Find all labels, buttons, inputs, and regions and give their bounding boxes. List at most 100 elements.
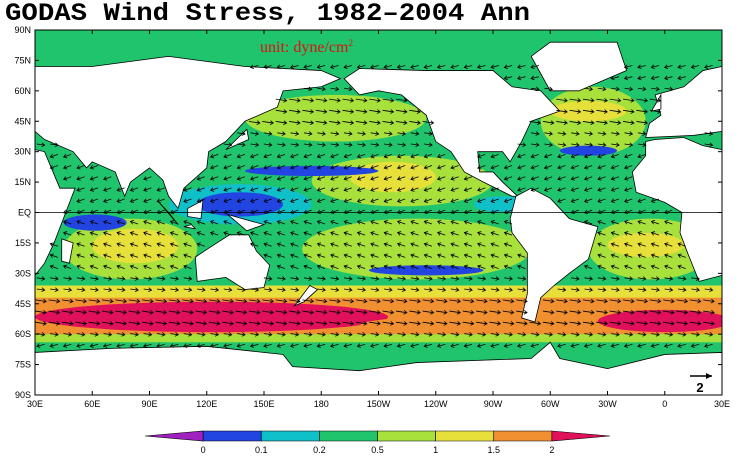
- wind-arrow: [116, 332, 126, 337]
- wind-arrow: [609, 321, 622, 326]
- wind-arrow: [156, 231, 165, 236]
- wind-arrow: [450, 176, 459, 181]
- wind-arrow: [637, 264, 646, 270]
- wind-arrow: [343, 220, 352, 225]
- wind-arrow: [143, 287, 153, 293]
- wind-arrow: [622, 298, 635, 304]
- wind-arrow: [262, 120, 274, 125]
- wind-arrow: [250, 198, 259, 203]
- wind-arrow: [195, 321, 208, 326]
- land: [61, 238, 74, 264]
- wind-arrow: [624, 276, 634, 281]
- wind-arrow: [290, 253, 299, 258]
- wind-arrow: [383, 176, 392, 181]
- wind-arrow: [330, 153, 339, 159]
- wind-arrow: [116, 187, 125, 192]
- wind-arrow: [89, 231, 99, 236]
- wind-arrow: [316, 187, 326, 192]
- wind-arrow: [490, 198, 499, 203]
- wind-arrow: [343, 332, 353, 337]
- lon-label: 30E: [714, 399, 730, 409]
- wind-arrow: [663, 298, 675, 304]
- wind-arrow: [302, 309, 315, 315]
- wind-arrow: [543, 187, 553, 192]
- wind-arrow: [370, 343, 379, 348]
- wind-arrow: [369, 98, 381, 103]
- wind-arrow: [116, 231, 125, 236]
- wind-arrow: [289, 120, 301, 125]
- wind-arrow: [569, 321, 582, 326]
- wind-arrow: [503, 198, 513, 203]
- wind-arrow: [450, 165, 459, 170]
- wind-arrow: [116, 198, 125, 203]
- wind-arrow: [597, 242, 606, 247]
- wind-arrow: [396, 220, 406, 225]
- wind-arrow: [597, 287, 607, 293]
- wind-arrow: [503, 176, 513, 181]
- wind-arrow: [370, 131, 380, 136]
- wind-arrow: [237, 142, 246, 148]
- wind-arrow: [370, 64, 379, 70]
- wind-arrow: [543, 176, 553, 181]
- wind-arrow: [183, 253, 192, 258]
- wind-arrow: [370, 276, 380, 281]
- wind-arrow: [424, 287, 433, 293]
- wind-arrow: [115, 309, 128, 315]
- wind-arrow: [597, 187, 606, 192]
- wind-arrow: [290, 176, 299, 181]
- wind-arrow: [302, 120, 315, 125]
- wind-arrow: [517, 343, 526, 348]
- wind-arrow: [597, 131, 607, 136]
- lon-label: 90E: [141, 399, 157, 409]
- wind-arrow: [330, 332, 340, 337]
- wind-arrow: [330, 198, 339, 203]
- wind-arrow: [289, 98, 301, 103]
- wind-arrow: [330, 64, 339, 70]
- wind-arrow: [49, 153, 58, 159]
- wind-arrow: [677, 75, 686, 81]
- wind-arrow: [50, 287, 59, 293]
- wind-arrow: [48, 309, 61, 315]
- wind-arrow: [410, 287, 420, 293]
- wind-arrow: [435, 298, 448, 304]
- reference-label: 2: [696, 380, 703, 395]
- wind-arrow: [624, 131, 634, 136]
- wind-arrow: [436, 64, 446, 70]
- wind-arrow: [677, 332, 687, 337]
- wind-arrow: [517, 153, 526, 159]
- wind-arrow: [664, 276, 674, 281]
- wind-arrow: [503, 64, 513, 70]
- wind-arrow: [277, 287, 286, 293]
- wind-arrow: [622, 98, 635, 103]
- wind-arrow: [382, 98, 395, 103]
- wind-arrow: [370, 242, 379, 247]
- colorbar-segment: [435, 430, 495, 442]
- wind-arrow: [583, 264, 593, 270]
- wind-arrow: [423, 165, 433, 170]
- wind-arrow: [370, 231, 379, 236]
- wind-arrow: [143, 176, 152, 181]
- wind-arrow: [463, 264, 473, 270]
- wind-arrow: [223, 153, 232, 159]
- wind-arrow: [477, 220, 486, 225]
- wind-arrow: [76, 242, 85, 247]
- wind-arrow: [370, 165, 379, 170]
- wind-arrow: [476, 321, 488, 326]
- wind-arrow: [530, 343, 539, 348]
- wind-arrow: [356, 220, 366, 225]
- wind-arrow: [571, 276, 580, 281]
- wind-arrow: [597, 153, 606, 159]
- wind-arrow: [290, 287, 300, 293]
- wind-arrow: [610, 176, 620, 181]
- land: [227, 214, 266, 232]
- land: [631, 137, 722, 282]
- wind-arrow: [356, 198, 366, 203]
- wind-arrow: [156, 253, 165, 258]
- wind-arrow: [275, 109, 288, 114]
- wind-arrow: [624, 332, 634, 337]
- wind-arrow: [263, 198, 272, 203]
- wind-arrow: [610, 264, 620, 270]
- wind-arrow: [502, 321, 515, 326]
- wind-arrow: [583, 198, 593, 203]
- wind-arrow: [664, 231, 673, 236]
